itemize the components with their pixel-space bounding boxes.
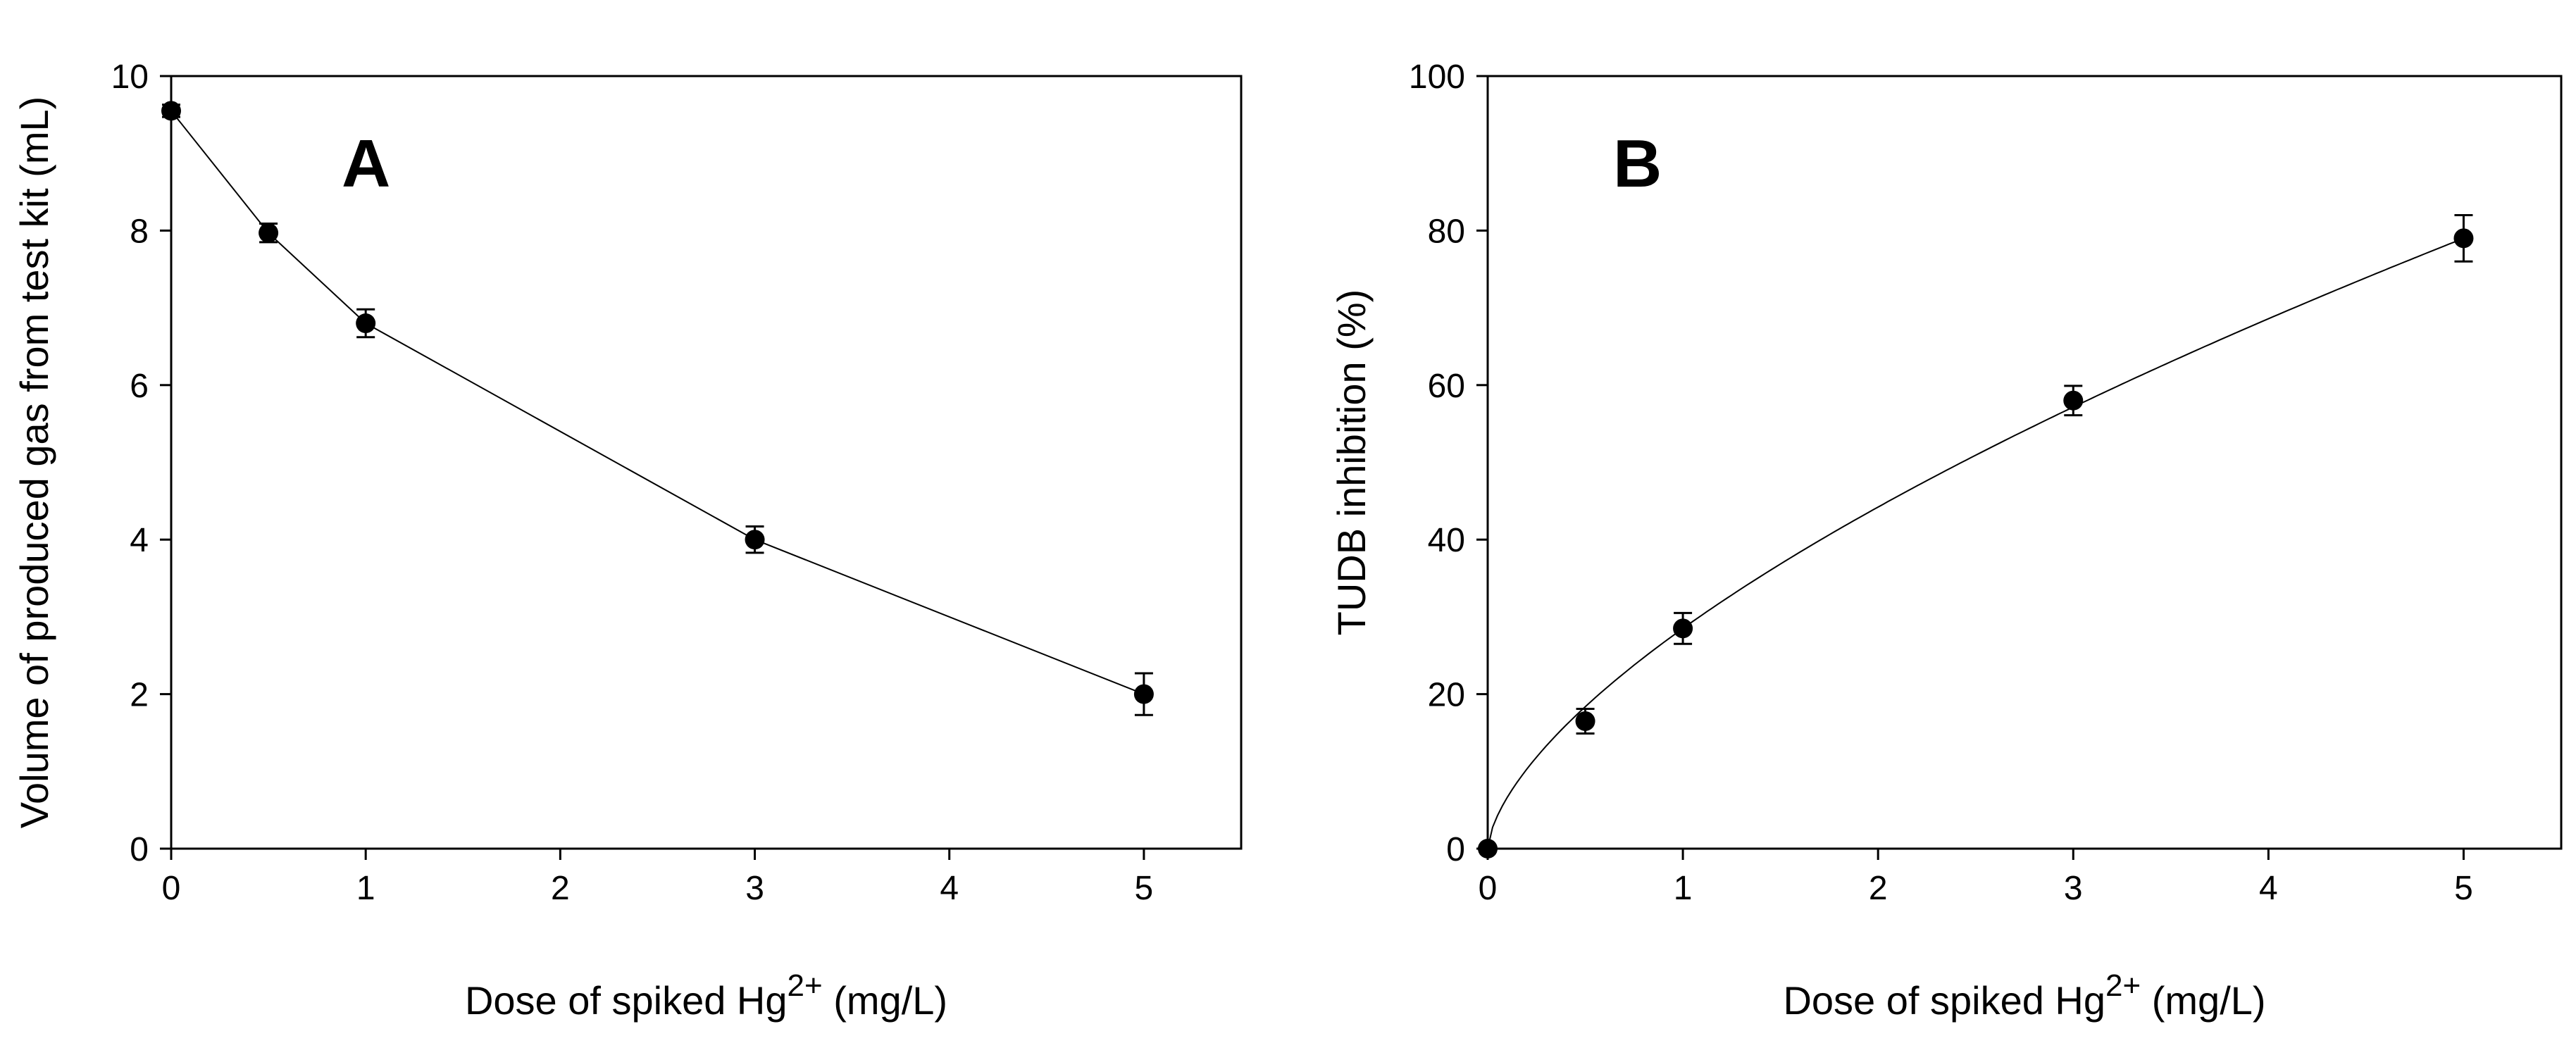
y-tick-label: 4 bbox=[130, 522, 149, 559]
plot-frame bbox=[170, 75, 1243, 850]
x-tick-label: 5 bbox=[1135, 870, 1154, 907]
y-axis-title: Volume of produced gas from test kit (mL… bbox=[12, 96, 56, 829]
x-tick-label: 4 bbox=[2259, 870, 2278, 907]
y-tick-label: 60 bbox=[1428, 368, 1465, 405]
data-point bbox=[161, 101, 181, 121]
x-axis-title-main: Dose of spiked Hg bbox=[465, 978, 788, 1023]
data-point bbox=[1575, 711, 1595, 731]
panel-letter: B bbox=[1613, 126, 1662, 201]
series-line bbox=[1487, 237, 2464, 849]
y-axis-title: TUDB inhibition (%) bbox=[1329, 289, 1374, 636]
y-tick-label: 0 bbox=[130, 831, 149, 868]
y-tick-label: 2 bbox=[130, 677, 149, 714]
panel-b: 0 1 2 3 4 5 0 20 40 60 80 100 Dose of spiked Hg2+ (m… bbox=[1329, 58, 2563, 1023]
x-axis-title-sup: 2+ bbox=[2105, 968, 2141, 1003]
y-tick-label: 80 bbox=[1428, 213, 1465, 250]
panel-a: 0 1 2 3 4 5 0 2 4 6 8 10 Dose of spiked Hg2+ (mg/L) V… bbox=[12, 58, 1243, 1023]
data-point bbox=[2453, 228, 2474, 249]
data-point bbox=[1478, 839, 1498, 859]
data-point bbox=[1133, 684, 1154, 704]
x-tick-label: 2 bbox=[551, 870, 570, 907]
plot-frame bbox=[1486, 75, 2563, 850]
y-tick-label: 0 bbox=[1446, 831, 1465, 868]
data-point bbox=[356, 313, 376, 334]
y-tick-label: 20 bbox=[1428, 677, 1465, 714]
x-tick-label: 1 bbox=[356, 870, 375, 907]
y-tick-label: 8 bbox=[130, 213, 149, 250]
x-axis-title-main: Dose of spiked Hg bbox=[1783, 978, 2105, 1023]
x-axis-title-unit: (mg/L) bbox=[823, 978, 947, 1023]
x-axis-title-sup: 2+ bbox=[788, 968, 823, 1003]
y-tick-label: 40 bbox=[1428, 522, 1465, 559]
x-axis-title: Dose of spiked Hg2+ (mg/L) bbox=[465, 968, 947, 1023]
data-point bbox=[745, 530, 765, 550]
data-point bbox=[259, 223, 279, 243]
y-tick-label: 100 bbox=[1409, 58, 1465, 96]
panel-letter: A bbox=[342, 126, 390, 201]
x-tick-label: 4 bbox=[940, 870, 959, 907]
series-line bbox=[170, 110, 1145, 695]
x-axis-title-unit: (mg/L) bbox=[2141, 978, 2265, 1023]
y-tick-label: 6 bbox=[130, 368, 149, 405]
x-tick-label: 0 bbox=[162, 870, 181, 907]
x-axis-title: Dose of spiked Hg2+ (mg/L) bbox=[1783, 968, 2265, 1023]
x-tick-label: 3 bbox=[2064, 870, 2083, 907]
y-tick-label: 10 bbox=[111, 58, 149, 96]
x-tick-label: 2 bbox=[1869, 870, 1888, 907]
data-point bbox=[2063, 390, 2084, 411]
x-tick-label: 5 bbox=[2454, 870, 2473, 907]
x-tick-label: 1 bbox=[1674, 870, 1693, 907]
x-tick-label: 3 bbox=[745, 870, 764, 907]
data-point bbox=[1673, 618, 1693, 639]
x-tick-label: 0 bbox=[1479, 870, 1498, 907]
